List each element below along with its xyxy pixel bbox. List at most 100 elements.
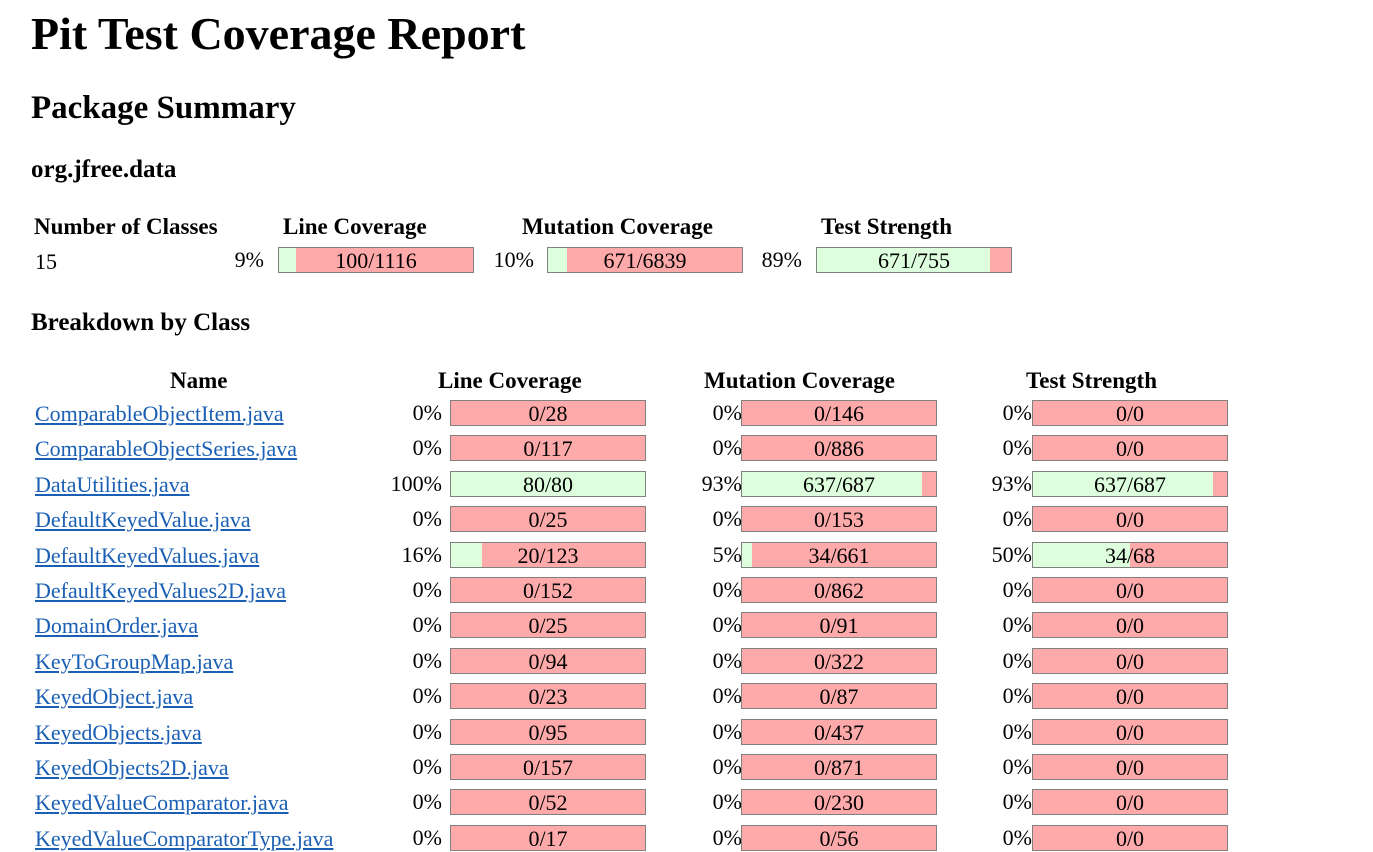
mutation-coverage-percent: 0% bbox=[712, 754, 742, 779]
coverage-bar-text: 0/0 bbox=[1115, 649, 1145, 674]
coverage-bar-text: 0/0 bbox=[1115, 720, 1145, 745]
coverage-bar-text: 0/91 bbox=[819, 613, 859, 638]
coverage-bar-text: 0/94 bbox=[528, 649, 568, 674]
line-coverage-bar: 0/25 bbox=[450, 506, 646, 532]
class-link[interactable]: DataUtilities.java bbox=[35, 472, 190, 497]
coverage-bar-text: 0/322 bbox=[813, 649, 865, 674]
summary-mutation-percent: 10% bbox=[493, 247, 534, 272]
line-coverage-bar: 0/157 bbox=[450, 754, 646, 780]
summary-line-bar: 100/1116 bbox=[278, 247, 474, 273]
section-title-package-summary: Package Summary bbox=[31, 90, 296, 126]
coverage-bar-text: 0/157 bbox=[522, 755, 574, 780]
coverage-bar-text: 0/862 bbox=[813, 578, 865, 603]
strength-coverage-percent: 0% bbox=[1002, 435, 1032, 460]
coverage-bar-text: 0/0 bbox=[1115, 578, 1145, 603]
summary-classes-count: 15 bbox=[35, 249, 57, 274]
class-link[interactable]: DefaultKeyedValue.java bbox=[35, 507, 251, 532]
strength-coverage-bar: 0/0 bbox=[1032, 577, 1228, 603]
summary-header-strength: Test Strength bbox=[821, 214, 952, 239]
line-coverage-percent: 0% bbox=[412, 648, 442, 673]
line-coverage-percent: 0% bbox=[412, 577, 442, 602]
line-coverage-bar: 0/23 bbox=[450, 683, 646, 709]
coverage-bar-text: 0/230 bbox=[813, 790, 865, 815]
strength-coverage-bar: 34/68 bbox=[1032, 542, 1228, 568]
coverage-bar-text: 0/117 bbox=[523, 436, 573, 461]
class-link[interactable]: KeyedValueComparatorType.java bbox=[35, 826, 334, 851]
mutation-coverage-bar: 0/146 bbox=[741, 400, 937, 426]
coverage-fill bbox=[1033, 472, 1214, 496]
mutation-coverage-percent: 0% bbox=[712, 719, 742, 744]
coverage-bar-text: 0/25 bbox=[528, 507, 568, 532]
line-coverage-percent: 0% bbox=[412, 683, 442, 708]
line-coverage-percent: 0% bbox=[412, 754, 442, 779]
summary-header-classes: Number of Classes bbox=[34, 214, 218, 239]
breakdown-header-name: Name bbox=[170, 368, 228, 393]
coverage-fill bbox=[742, 543, 752, 567]
line-coverage-bar: 0/95 bbox=[450, 719, 646, 745]
summary-mutation-bar: 671/6839 bbox=[547, 247, 743, 273]
line-coverage-percent: 0% bbox=[412, 612, 442, 637]
breakdown-header-mutation: Mutation Coverage bbox=[704, 368, 895, 393]
mutation-coverage-bar: 0/87 bbox=[741, 683, 937, 709]
class-link[interactable]: KeyedObjects2D.java bbox=[35, 755, 229, 780]
coverage-fill bbox=[817, 248, 990, 272]
class-link[interactable]: KeyToGroupMap.java bbox=[35, 649, 234, 674]
mutation-coverage-percent: 0% bbox=[712, 435, 742, 460]
coverage-bar-text: 0/152 bbox=[522, 578, 574, 603]
coverage-bar-text: 0/0 bbox=[1115, 613, 1145, 638]
coverage-bar-text: 0/153 bbox=[813, 507, 865, 532]
strength-coverage-percent: 93% bbox=[991, 471, 1032, 496]
mutation-coverage-bar: 0/871 bbox=[741, 754, 937, 780]
class-link[interactable]: DefaultKeyedValues.java bbox=[35, 543, 260, 568]
coverage-bar-text: 0/28 bbox=[528, 401, 568, 426]
line-coverage-percent: 0% bbox=[412, 506, 442, 531]
package-name: org.jfree.data bbox=[31, 156, 177, 183]
class-link[interactable]: ComparableObjectSeries.java bbox=[35, 436, 298, 461]
mutation-coverage-bar: 0/91 bbox=[741, 612, 937, 638]
class-link[interactable]: DefaultKeyedValues2D.java bbox=[35, 578, 287, 603]
line-coverage-percent: 0% bbox=[412, 825, 442, 850]
coverage-bar-text: 0/23 bbox=[528, 684, 568, 709]
coverage-bar-text: 34/68 bbox=[1104, 543, 1156, 568]
coverage-bar-text: 0/17 bbox=[528, 826, 568, 851]
mutation-coverage-bar: 0/886 bbox=[741, 435, 937, 461]
mutation-coverage-bar: 0/56 bbox=[741, 825, 937, 851]
page-title: Pit Test Coverage Report bbox=[31, 8, 526, 59]
strength-coverage-bar: 0/0 bbox=[1032, 719, 1228, 745]
coverage-bar-text: 0/437 bbox=[813, 720, 865, 745]
strength-coverage-percent: 0% bbox=[1002, 648, 1032, 673]
strength-coverage-bar: 0/0 bbox=[1032, 506, 1228, 532]
strength-coverage-bar: 0/0 bbox=[1032, 825, 1228, 851]
line-coverage-bar: 0/28 bbox=[450, 400, 646, 426]
class-link[interactable]: ComparableObjectItem.java bbox=[35, 401, 284, 426]
coverage-bar-text: 100/1116 bbox=[335, 248, 417, 273]
line-coverage-bar: 80/80 bbox=[450, 471, 646, 497]
class-link[interactable]: KeyedObject.java bbox=[35, 684, 194, 709]
class-link[interactable]: KeyedValueComparator.java bbox=[35, 790, 289, 815]
strength-coverage-percent: 0% bbox=[1002, 719, 1032, 744]
strength-coverage-percent: 50% bbox=[991, 542, 1032, 567]
coverage-bar-text: 671/6839 bbox=[603, 248, 687, 273]
mutation-coverage-bar: 0/153 bbox=[741, 506, 937, 532]
line-coverage-percent: 0% bbox=[412, 400, 442, 425]
mutation-coverage-bar: 0/322 bbox=[741, 648, 937, 674]
coverage-bar-text: 20/123 bbox=[517, 543, 579, 568]
strength-coverage-percent: 0% bbox=[1002, 789, 1032, 814]
mutation-coverage-bar: 34/661 bbox=[741, 542, 937, 568]
coverage-bar-text: 0/25 bbox=[528, 613, 568, 638]
coverage-fill bbox=[451, 472, 645, 496]
line-coverage-bar: 0/94 bbox=[450, 648, 646, 674]
coverage-fill bbox=[548, 248, 568, 272]
class-link[interactable]: KeyedObjects.java bbox=[35, 720, 202, 745]
line-coverage-bar: 20/123 bbox=[450, 542, 646, 568]
line-coverage-bar: 0/25 bbox=[450, 612, 646, 638]
coverage-bar-text: 0/0 bbox=[1115, 507, 1145, 532]
class-link[interactable]: DomainOrder.java bbox=[35, 613, 199, 638]
coverage-bar-text: 637/687 bbox=[1093, 472, 1167, 497]
coverage-bar-text: 0/0 bbox=[1115, 436, 1145, 461]
coverage-bar-text: 34/661 bbox=[808, 543, 870, 568]
mutation-coverage-percent: 0% bbox=[712, 612, 742, 637]
coverage-bar-text: 0/52 bbox=[528, 790, 568, 815]
line-coverage-bar: 0/117 bbox=[450, 435, 646, 461]
strength-coverage-bar: 0/0 bbox=[1032, 400, 1228, 426]
